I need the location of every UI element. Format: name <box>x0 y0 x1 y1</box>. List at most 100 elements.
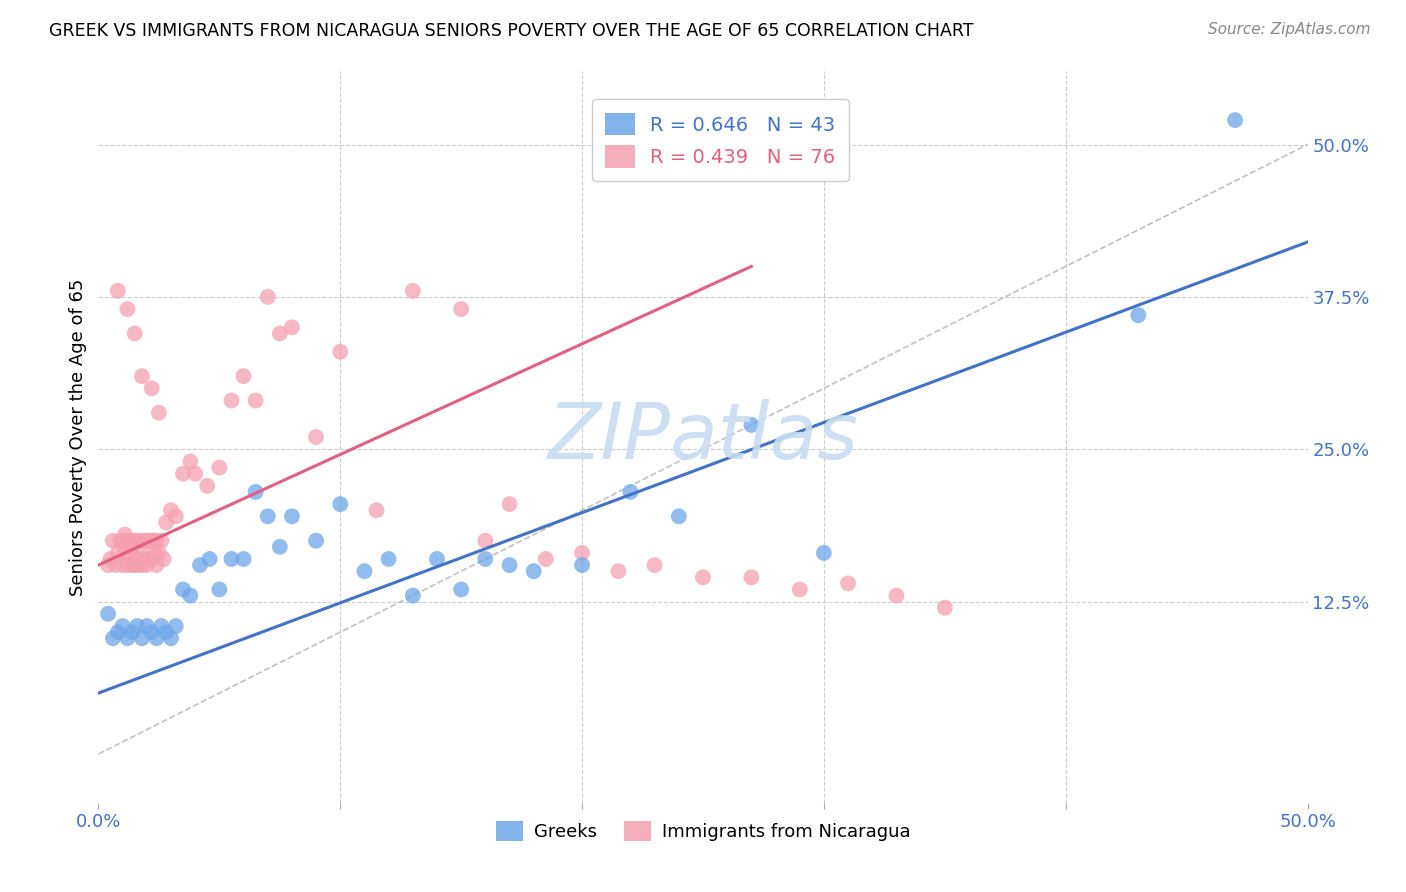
Point <box>117 302 139 317</box>
Point <box>329 497 352 511</box>
Point <box>124 326 146 341</box>
Point <box>886 589 908 603</box>
Point <box>107 546 129 560</box>
Point <box>100 552 122 566</box>
Point <box>127 552 149 566</box>
Point <box>740 417 762 432</box>
Point <box>124 533 146 548</box>
Point <box>232 552 254 566</box>
Point <box>150 533 173 548</box>
Point <box>138 552 160 566</box>
Point <box>152 552 174 566</box>
Point <box>245 393 267 408</box>
Point <box>101 533 124 548</box>
Point <box>107 625 129 640</box>
Point <box>789 582 811 597</box>
Point <box>245 485 267 500</box>
Point <box>114 546 136 560</box>
Point <box>111 619 134 633</box>
Point <box>668 509 690 524</box>
Point <box>571 546 593 560</box>
Point <box>474 552 496 566</box>
Point <box>131 632 153 646</box>
Point <box>165 509 187 524</box>
Point <box>353 564 375 578</box>
Point <box>232 369 254 384</box>
Point <box>402 284 425 298</box>
Point <box>150 619 173 633</box>
Point <box>179 589 201 603</box>
Point <box>534 552 557 566</box>
Point <box>198 552 221 566</box>
Point <box>644 558 666 573</box>
Point <box>172 467 194 481</box>
Point <box>740 570 762 584</box>
Point <box>184 467 207 481</box>
Text: Source: ZipAtlas.com: Source: ZipAtlas.com <box>1208 22 1371 37</box>
Point <box>104 558 127 573</box>
Legend: Greeks, Immigrants from Nicaragua: Greeks, Immigrants from Nicaragua <box>488 814 918 848</box>
Point <box>107 284 129 298</box>
Point <box>108 533 131 548</box>
Point <box>155 516 177 530</box>
Point <box>148 546 170 560</box>
Point <box>619 485 641 500</box>
Point <box>498 497 520 511</box>
Point <box>111 533 134 548</box>
Point <box>134 552 156 566</box>
Point <box>256 509 278 524</box>
Point <box>118 533 141 548</box>
Point <box>145 533 167 548</box>
Point <box>195 479 218 493</box>
Point <box>208 460 231 475</box>
Point <box>813 546 835 560</box>
Point <box>111 558 134 573</box>
Point <box>141 625 163 640</box>
Point <box>141 552 163 566</box>
Point <box>145 558 167 573</box>
Point <box>426 552 449 566</box>
Point <box>1128 308 1150 322</box>
Point <box>143 533 166 548</box>
Point <box>269 326 291 341</box>
Point <box>131 533 153 548</box>
Point <box>121 625 143 640</box>
Point <box>135 619 157 633</box>
Point <box>1223 113 1246 128</box>
Point <box>934 600 956 615</box>
Point <box>124 558 146 573</box>
Point <box>101 632 124 646</box>
Point <box>281 320 304 334</box>
Point <box>221 552 243 566</box>
Point <box>118 546 141 560</box>
Point <box>450 582 472 597</box>
Point <box>128 540 150 554</box>
Point <box>366 503 388 517</box>
Point <box>692 570 714 584</box>
Y-axis label: Seniors Poverty Over the Age of 65: Seniors Poverty Over the Age of 65 <box>69 278 87 596</box>
Point <box>141 381 163 395</box>
Point <box>305 533 328 548</box>
Point <box>117 533 139 548</box>
Point <box>121 558 143 573</box>
Point <box>188 558 211 573</box>
Point <box>148 406 170 420</box>
Point <box>97 607 120 621</box>
Point <box>135 558 157 573</box>
Point <box>145 632 167 646</box>
Point <box>131 558 153 573</box>
Point <box>179 454 201 468</box>
Point <box>135 533 157 548</box>
Point <box>208 582 231 597</box>
Point <box>172 582 194 597</box>
Point <box>127 619 149 633</box>
Point <box>117 558 139 573</box>
Point <box>523 564 546 578</box>
Point <box>837 576 859 591</box>
Point <box>221 393 243 408</box>
Point <box>134 533 156 548</box>
Point <box>114 527 136 541</box>
Point <box>128 558 150 573</box>
Point <box>155 625 177 640</box>
Point <box>121 540 143 554</box>
